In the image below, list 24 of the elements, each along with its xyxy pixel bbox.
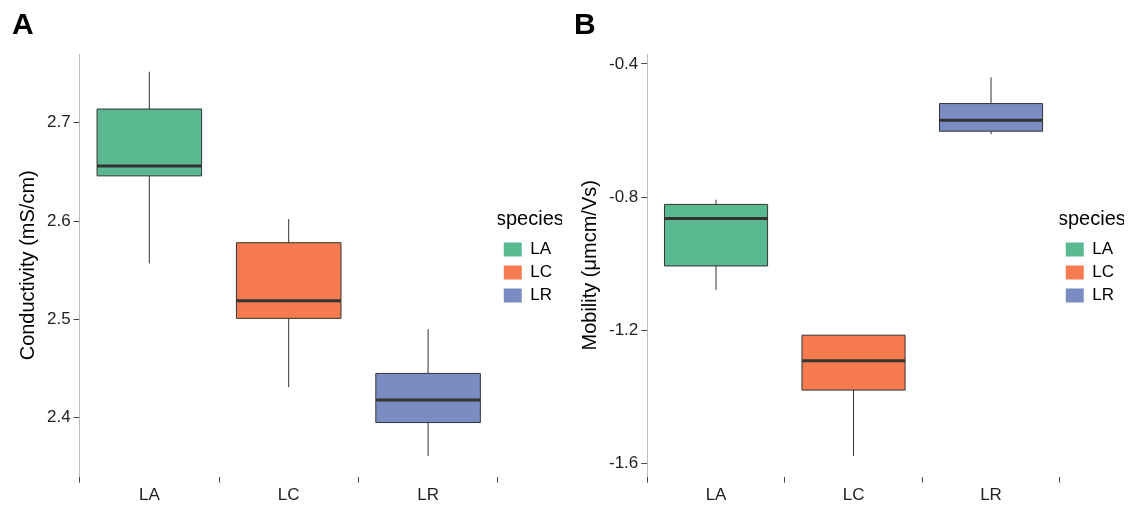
- y-tick-label: 2.6: [46, 210, 71, 230]
- y-tick-label: 2.7: [46, 112, 71, 132]
- y-tick-label: -1.2: [609, 319, 639, 339]
- legend-label: LC: [530, 262, 552, 282]
- x-tick-label: LR: [980, 485, 1002, 505]
- y-tick-label: 2.4: [46, 407, 71, 427]
- x-tick-label: LA: [705, 485, 728, 505]
- y-tick-label: -0.4: [609, 53, 639, 73]
- chart-title: A: [12, 7, 34, 41]
- legend-label: LC: [1092, 262, 1114, 282]
- legend-label: LA: [530, 239, 552, 259]
- x-tick-label: LA: [138, 485, 161, 505]
- x-tick-label: LR: [417, 485, 439, 505]
- chart-title: B: [574, 7, 596, 41]
- y-tick-label: -0.8: [609, 186, 639, 206]
- legend-label: LR: [530, 285, 552, 305]
- y-tick-label: -1.6: [609, 452, 639, 472]
- y-axis-title: Mobility (μmcm/Vs): [577, 180, 600, 351]
- y-tick-label: 2.5: [46, 309, 71, 329]
- legend-label: LR: [1092, 285, 1114, 305]
- x-tick-label: LC: [277, 485, 300, 505]
- legend-label: LA: [1092, 239, 1114, 259]
- x-tick-label: LC: [842, 485, 865, 505]
- y-axis-title: Conductivity (mS/cm): [15, 170, 38, 361]
